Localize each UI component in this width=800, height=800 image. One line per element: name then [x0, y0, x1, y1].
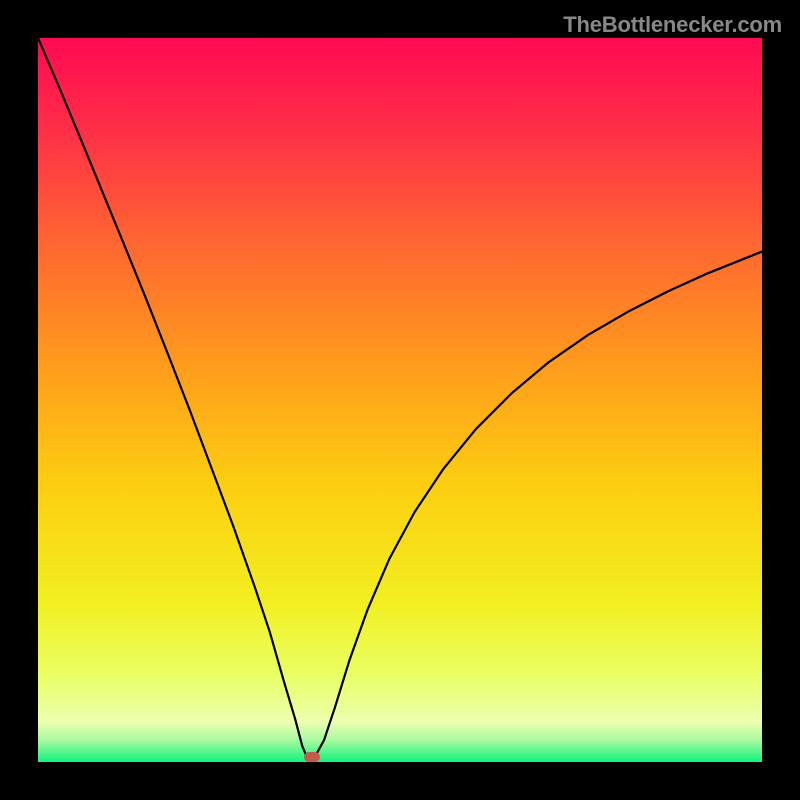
watermark-text: TheBottlenecker.com — [563, 12, 782, 38]
chart-container: TheBottlenecker.com — [0, 0, 800, 800]
curve-path — [38, 38, 762, 756]
bottleneck-curve — [0, 0, 800, 800]
vertex-marker — [304, 752, 320, 762]
